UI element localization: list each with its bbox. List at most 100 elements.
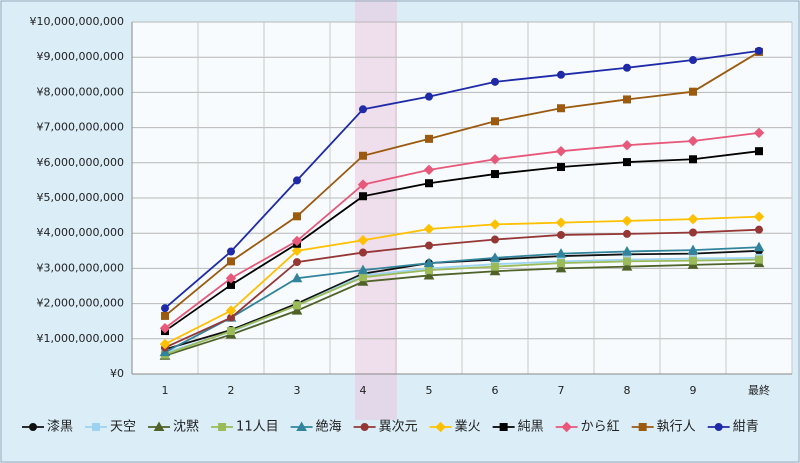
x-tick-label: 2 <box>228 384 235 397</box>
legend-label: 紺青 <box>733 420 759 435</box>
x-tick-label: 6 <box>492 384 499 397</box>
data-point <box>423 223 435 235</box>
data-point <box>623 257 631 266</box>
data-point <box>689 56 697 65</box>
series-line <box>164 49 760 309</box>
data-point <box>489 219 501 230</box>
series-line <box>164 150 760 332</box>
legend-marker <box>360 423 369 431</box>
data-point <box>425 92 433 101</box>
data-point <box>557 104 565 113</box>
data-point <box>161 304 169 313</box>
legend-label: 絶海 <box>316 419 342 435</box>
legend-label: 執行人 <box>657 419 696 435</box>
legend-label: 業火 <box>455 419 481 435</box>
series-line <box>164 258 760 356</box>
data-point <box>425 241 433 250</box>
x-tick-label: 最終 <box>748 383 770 397</box>
data-point <box>755 46 763 55</box>
data-point <box>489 265 501 276</box>
data-point <box>293 258 301 267</box>
data-point <box>491 262 499 271</box>
legend-marker <box>561 421 572 433</box>
data-point <box>689 256 697 265</box>
data-point <box>359 105 367 114</box>
series-line <box>164 131 760 329</box>
data-point <box>491 170 499 179</box>
legend-marker <box>499 423 508 431</box>
data-point <box>291 245 303 257</box>
data-point <box>423 164 435 176</box>
legend-marker <box>638 423 647 431</box>
legend-label: 漆黒 <box>47 419 73 435</box>
legend-label: 11人目 <box>236 420 279 435</box>
data-point <box>689 87 697 96</box>
data-point <box>359 151 367 160</box>
data-point <box>359 273 367 282</box>
data-point <box>755 225 763 234</box>
series-line <box>164 262 760 357</box>
data-point <box>687 135 699 147</box>
data-point <box>489 252 501 262</box>
data-point <box>621 139 633 151</box>
y-tick-label: ¥9,000,000,000 <box>37 50 124 63</box>
data-point <box>755 255 763 264</box>
data-point <box>227 257 235 266</box>
x-tick-label: 8 <box>624 384 631 397</box>
data-point <box>555 248 567 258</box>
data-point <box>291 235 303 247</box>
data-point <box>359 248 367 257</box>
data-point <box>753 211 765 222</box>
data-point <box>491 235 499 244</box>
data-point <box>753 127 765 139</box>
y-tick-label: ¥10,000,000,000 <box>30 15 124 28</box>
data-point <box>491 117 499 126</box>
data-point <box>225 273 237 284</box>
data-point <box>687 213 699 225</box>
y-tick-label: ¥3,000,000,000 <box>37 261 124 274</box>
y-tick-label: ¥2,000,000,000 <box>37 297 124 310</box>
x-tick-label: 1 <box>162 384 169 397</box>
data-point <box>357 235 369 246</box>
x-tick-label: 3 <box>294 384 301 397</box>
y-tick-label: ¥5,000,000,000 <box>37 191 124 204</box>
data-point <box>359 192 367 201</box>
data-point <box>623 158 631 167</box>
data-point <box>557 70 565 79</box>
data-point <box>489 154 501 165</box>
data-point <box>161 311 169 320</box>
data-point <box>159 346 171 357</box>
data-point <box>491 77 499 86</box>
data-point <box>623 63 631 72</box>
data-point <box>291 305 303 315</box>
legend-label: から紅 <box>581 420 620 435</box>
data-point <box>357 264 369 275</box>
legend-marker <box>218 423 227 431</box>
data-point <box>557 259 565 268</box>
data-point <box>357 276 369 286</box>
legend-label: 天空 <box>110 420 136 435</box>
data-point <box>621 261 633 271</box>
legend-label: 沈黙 <box>173 420 199 435</box>
y-tick-label: ¥4,000,000,000 <box>37 226 124 239</box>
x-tick-label: 9 <box>690 384 697 397</box>
data-point <box>687 244 699 255</box>
legend-marker <box>714 423 723 431</box>
data-point <box>293 212 301 221</box>
data-point <box>557 163 565 172</box>
data-point <box>555 262 567 273</box>
data-point <box>293 301 301 310</box>
decoration <box>355 0 397 420</box>
legend-label: 異次元 <box>379 419 418 435</box>
x-tick-label: 5 <box>426 384 433 397</box>
series-line <box>164 228 760 349</box>
series-line <box>164 51 760 317</box>
legend-label: 純黒 <box>518 420 544 435</box>
y-tick-label: ¥0 <box>110 367 124 380</box>
data-point <box>291 272 303 283</box>
y-tick-label: ¥1,000,000,000 <box>37 332 124 345</box>
data-point <box>689 155 697 164</box>
data-point <box>159 338 171 350</box>
